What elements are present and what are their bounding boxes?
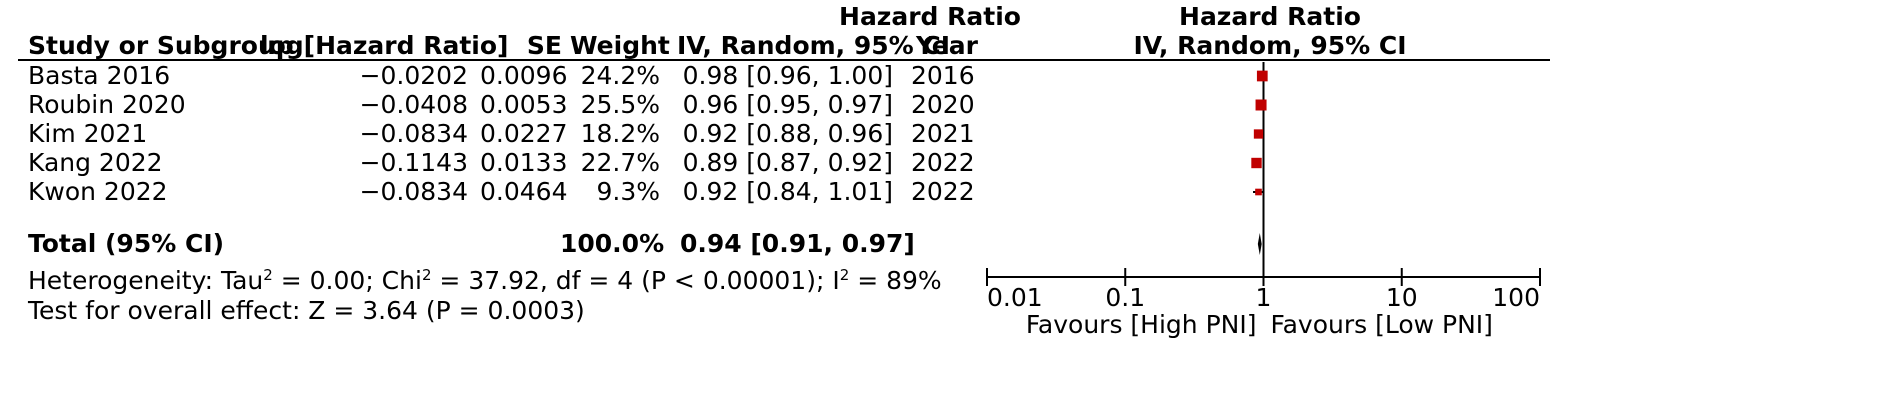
loghr-value: −0.0408 [359,90,468,119]
hr-header-top: Hazard Ratio [839,2,1021,31]
se-value: 0.0227 [480,119,568,148]
ci-value: 0.92 [0.88, 0.96] [682,119,893,148]
x-tick-label: 100 [1492,283,1540,312]
year-value: 2021 [911,119,975,148]
study-marker [1256,70,1268,82]
study-name: Kim 2021 [28,119,148,148]
pooled-diamond [1257,233,1262,255]
study-name: Kang 2022 [28,148,163,177]
loghr-value: −0.0834 [359,119,468,148]
loghr-header: log[Hazard Ratio] [260,31,509,60]
ci-value: 0.89 [0.87, 0.92] [682,148,893,177]
total-ci: 0.94 [0.91, 0.97] [680,229,915,258]
loghr-value: −0.0834 [359,177,468,206]
se-value: 0.0053 [480,90,568,119]
year-value: 2022 [911,148,975,177]
study-markers [1251,70,1268,196]
study-marker [1255,99,1267,111]
study-name: Kwon 2022 [28,177,168,206]
total-weight: 100.0% [560,229,665,258]
study-name: Basta 2016 [28,61,171,90]
x-axis-tick-labels: 0.01 0.1 1 10 100 [987,283,1540,312]
plot-header-bottom: IV, Random, 95% CI [1133,31,1407,60]
year-value: 2022 [911,177,975,206]
total-label: Total (95% CI) [28,229,225,258]
weight-value: 24.2% [580,61,660,90]
x-tick-label: 0.1 [1105,283,1145,312]
ci-value: 0.92 [0.84, 1.01] [682,177,893,206]
overall-effect-text: Test for overall effect: Z = 3.64 (P = 0… [28,296,585,325]
year-value: 2016 [911,61,975,90]
study-marker [1255,188,1262,196]
se-value: 0.0096 [480,61,568,90]
weight-value: 9.3% [596,177,660,206]
se-value: 0.0464 [480,177,568,206]
weight-value: 18.2% [580,119,660,148]
plot-header-top: Hazard Ratio [1179,2,1361,31]
x-tick-label: 1 [1256,283,1272,312]
x-tick-label: 0.01 [987,283,1043,312]
study-marker [1253,129,1264,139]
weight-value: 22.7% [580,148,660,177]
favours-right-label: Favours [Low PNI] [1271,310,1493,339]
ci-value: 0.98 [0.96, 1.00] [682,61,893,90]
loghr-value: −0.1143 [359,148,468,177]
study-name: Roubin 2020 [28,90,186,119]
se-value: 0.0133 [480,148,568,177]
study-marker [1251,157,1262,169]
favours-left-label: Favours [High PNI] [1026,310,1257,339]
hr-header-bottom: IV, Random, 95% CI [677,31,951,60]
study-header: Study or Subgroup [28,31,294,60]
heterogeneity-text: Heterogeneity: Tau2 = 0.00; Chi2 = 37.92… [28,266,942,295]
se-header: SE [526,31,562,60]
year-header: Year [916,31,978,60]
ci-value: 0.96 [0.95, 0.97] [682,90,893,119]
header-rule [18,59,1550,61]
weight-value: 25.5% [580,90,660,119]
loghr-value: −0.0202 [359,61,468,90]
year-value: 2020 [911,90,975,119]
x-tick-label: 10 [1386,283,1418,312]
x-axis-ticks [986,268,1541,286]
weight-header: Weight [570,31,670,60]
